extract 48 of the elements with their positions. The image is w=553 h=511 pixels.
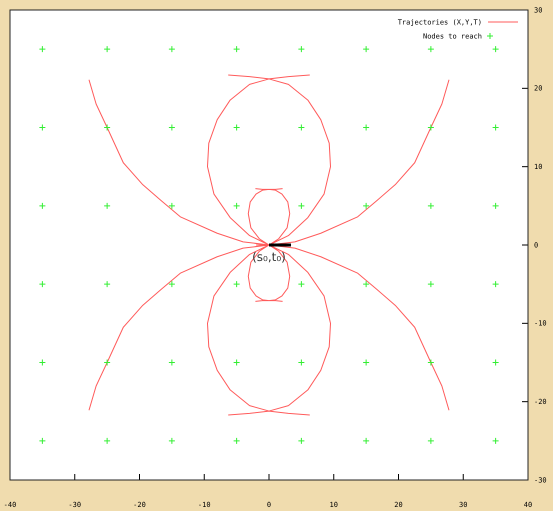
point (427, 124, 434, 131)
point (233, 437, 240, 444)
point (38, 359, 46, 366)
point (168, 280, 176, 288)
point (104, 437, 111, 444)
point (168, 124, 176, 131)
point (233, 359, 240, 366)
point (427, 280, 434, 288)
point (168, 437, 176, 444)
point (298, 359, 305, 366)
point (104, 124, 111, 131)
point (38, 124, 46, 131)
point (427, 437, 434, 444)
point (104, 202, 111, 210)
point (298, 202, 305, 210)
point (38, 437, 46, 444)
point (492, 437, 500, 444)
point (492, 124, 500, 131)
point (492, 46, 500, 53)
point (492, 359, 500, 366)
point (427, 46, 434, 53)
point (427, 202, 434, 210)
point (298, 437, 305, 444)
point (362, 359, 370, 366)
point (492, 280, 500, 288)
point (168, 46, 176, 53)
point (168, 202, 176, 210)
point (362, 437, 370, 444)
point (38, 46, 46, 53)
point (233, 46, 240, 53)
point (233, 280, 240, 288)
point (427, 359, 434, 366)
point (298, 46, 305, 53)
point (104, 359, 111, 366)
point (104, 46, 111, 53)
point (362, 124, 370, 131)
point (168, 359, 176, 366)
point (233, 124, 240, 131)
point (362, 46, 370, 53)
point (362, 280, 370, 288)
point (298, 124, 305, 131)
point (362, 202, 370, 210)
point (233, 202, 240, 210)
point (298, 280, 305, 288)
point (38, 280, 46, 288)
point (38, 202, 46, 210)
point (104, 280, 111, 288)
point (492, 202, 500, 210)
